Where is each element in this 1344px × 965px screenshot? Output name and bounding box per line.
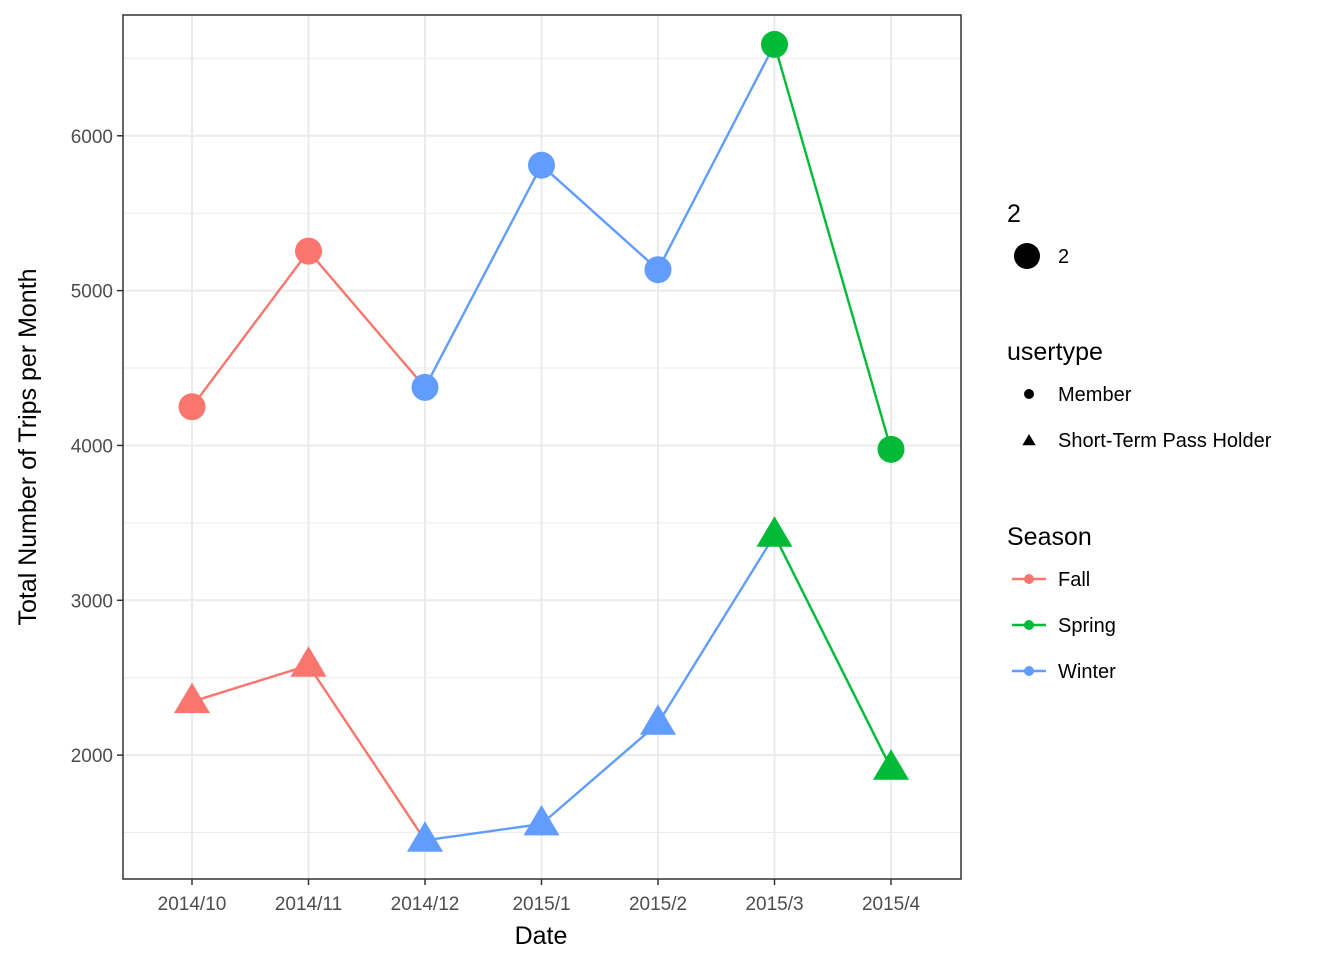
- data-point-spring-pass-holder: [873, 749, 909, 780]
- data-point-fall-member: [178, 393, 206, 421]
- x-tick-label: 2014/11: [275, 894, 342, 915]
- series-line-spring-short-term-pass-holder: [773, 534, 893, 769]
- data-point-winter-member: [411, 373, 439, 401]
- legend-key-point-fall: [1024, 574, 1034, 584]
- y-tick-label: 6000: [71, 127, 113, 148]
- grid-major: [123, 15, 961, 879]
- data-point-winter-pass-holder: [523, 805, 560, 836]
- x-tick-label: 2014/12: [391, 894, 460, 915]
- legend-label-short-term-pass-holder: Short-Term Pass Holder: [1058, 430, 1272, 452]
- data-point-winter-pass-holder: [640, 704, 676, 735]
- legend-title-color: Season: [1007, 523, 1092, 551]
- data-point-fall-member: [295, 237, 322, 265]
- data-point-spring-member: [877, 435, 905, 463]
- y-tick-label: 4000: [71, 436, 113, 457]
- series-line-winter-member: [423, 43, 776, 388]
- legend-label-winter: Winter: [1058, 661, 1116, 683]
- x-tick-label: 2015/3: [745, 894, 803, 915]
- x-tick-label: 2015/4: [862, 894, 921, 915]
- y-tick-label: 5000: [71, 282, 113, 303]
- data-point-spring-pass-holder: [756, 516, 793, 547]
- legend-label-fall: Fall: [1058, 569, 1090, 591]
- legend-key-point-winter: [1024, 666, 1034, 676]
- y-tick-label: 2000: [71, 746, 113, 767]
- legend-area: 2 2 usertype Member Short-Term Pass Holder Se…: [1007, 200, 1272, 683]
- legend-label-spring: Spring: [1058, 615, 1116, 637]
- y-tick-label: 3000: [71, 591, 113, 612]
- data-point-fall-pass-holder: [173, 682, 211, 714]
- legend-label-member: Member: [1058, 384, 1132, 406]
- y-axis-title: Total Number of Trips per Month: [14, 268, 42, 625]
- legend-key-size: [1014, 243, 1040, 269]
- data-point-winter-member: [528, 151, 555, 179]
- x-axis: 2014/10 2014/11 2014/12 2015/1 2015/2 2015/3 2…: [158, 879, 921, 915]
- legend-title-shape: usertype: [1007, 338, 1103, 366]
- legend-key-point-spring: [1024, 620, 1034, 630]
- data-point-spring-member: [761, 30, 788, 58]
- series-markers: [173, 30, 909, 852]
- data-point-winter-pass-holder: [406, 821, 444, 852]
- x-tick-label: 2015/2: [629, 894, 687, 915]
- legend-label-2: 2: [1058, 246, 1069, 268]
- x-tick-label: 2014/10: [158, 894, 227, 915]
- data-point-fall-pass-holder: [290, 646, 327, 677]
- y-axis: 2000 3000 4000 5000 6000: [71, 127, 123, 767]
- data-point-winter-member: [644, 256, 672, 284]
- legend-key-pass-holder: [1022, 434, 1036, 446]
- legend-key-member: [1024, 389, 1034, 399]
- legend-title-size: 2: [1007, 200, 1021, 228]
- x-axis-title: Date: [515, 922, 568, 950]
- series-line-spring-member: [773, 44, 893, 450]
- x-tick-label: 2015/1: [512, 894, 570, 915]
- series-line-winter-short-term-pass-holder: [424, 534, 776, 842]
